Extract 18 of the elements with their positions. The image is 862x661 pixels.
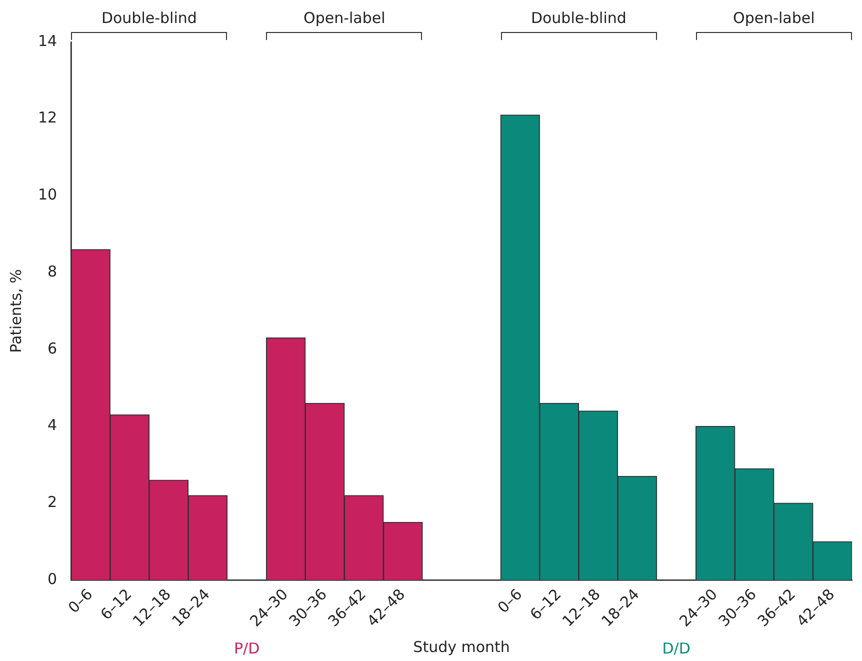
y-tick-label: 8 <box>48 262 58 280</box>
y-tick-label: 4 <box>48 416 58 434</box>
x-tick-label: 0–6 <box>64 585 96 617</box>
text: P/D <box>234 639 260 658</box>
text: D/D <box>662 639 690 658</box>
y-tick-label: 12 <box>38 108 58 127</box>
text: Open-label <box>302 9 386 27</box>
text: Double-blind <box>530 9 628 27</box>
y-axis-title: Patients, % <box>6 269 25 353</box>
text: Open-label <box>732 9 816 27</box>
y-tick-label: 6 <box>48 339 58 358</box>
x-axis-title: Study month <box>413 638 510 656</box>
y-tick-label: 2 <box>48 493 58 512</box>
y-tick-label: 10 <box>38 186 58 204</box>
y-tick-label: 14 <box>38 32 58 50</box>
x-tick-label: 0–6 <box>494 585 526 617</box>
y-tick-label: 0 <box>48 570 58 588</box>
text: Double-blind <box>100 9 198 27</box>
